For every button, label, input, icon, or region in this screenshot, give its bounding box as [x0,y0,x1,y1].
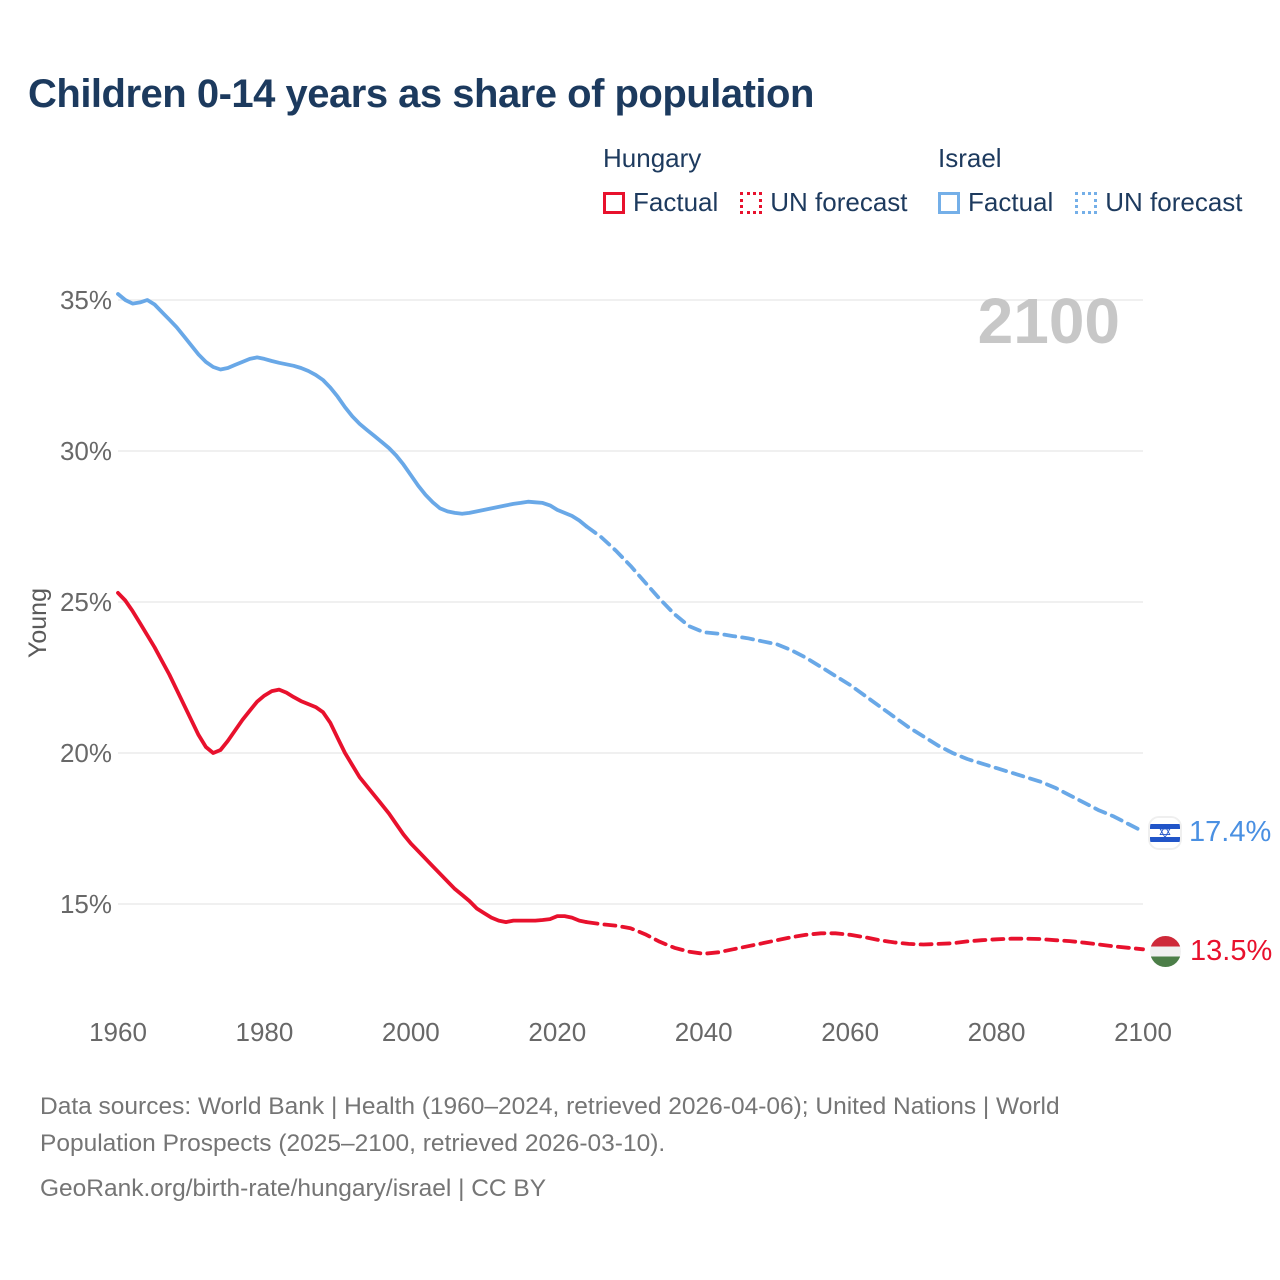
footer: Data sources: World Bank | Health (1960–… [40,1088,1140,1215]
israel-forecast-swatch-icon [1075,191,1098,214]
y-tick-label: 20% [60,738,112,768]
israel-flag-icon: ✡ [1150,817,1180,848]
x-tick-label: 2040 [675,1017,733,1047]
watermark-year: 2100 [978,285,1120,357]
hungary-factual-swatch-icon [603,191,625,214]
attribution-link[interactable]: GeoRank.org/birth-rate/hungary/israel | … [40,1175,547,1202]
x-tick-label: 2000 [382,1017,440,1047]
legend-item-label: UN forecast [770,187,908,217]
data-sources-text: Data sources: World Bank | Health (1960–… [40,1093,1060,1157]
legend-item-israel-forecast[interactable]: UN forecast [1075,187,1243,218]
legend-country-label-hungary: Hungary [603,143,702,173]
series-hungary-factual [116,591,589,924]
israel-end-value: 17.4% [1189,816,1272,848]
y-tick-label: 30% [60,436,112,466]
hungary-end-label: 13.5% [1150,935,1272,968]
legend-item-label: UN forecast [1105,187,1243,217]
legend-item-hungary-factual[interactable]: Factual [603,187,718,218]
israel-factual-swatch-icon [938,191,960,214]
legend-country-label-israel: Israel [938,143,1002,173]
y-tick-label: 35% [60,285,112,315]
x-tick-label: 2020 [528,1017,586,1047]
series-israel-factual [116,292,589,529]
x-tick-label: 1980 [236,1017,294,1047]
hungary-forecast-swatch-icon [740,191,763,214]
y-tick-label: 15% [60,889,112,919]
page-title: Children 0-14 years as share of populati… [28,72,814,116]
star-of-david-icon: ✡ [1157,823,1173,842]
x-tick-label: 2080 [968,1017,1026,1047]
x-tick-label: 1960 [89,1017,147,1047]
legend-group-hungary: Hungary Factual UN forecast [603,143,908,218]
series-hungary-un-forecast [584,920,1145,956]
legend-item-label: Factual [633,187,719,217]
y-tick-label: 25% [60,587,112,617]
x-tick-label: 2060 [821,1017,879,1047]
y-axis-title: Young [24,588,52,658]
israel-end-label: ✡ 17.4% [1150,816,1271,849]
hungary-flag-icon [1150,936,1181,967]
legend-item-hungary-forecast[interactable]: UN forecast [740,187,908,218]
legend-group-israel: Israel Factual UN forecast [938,143,1243,218]
series-israel-un-forecast [584,524,1145,834]
legend-item-label: Factual [968,187,1054,217]
x-tick-label: 2100 [1114,1017,1172,1047]
hungary-end-value: 13.5% [1190,935,1273,967]
legend-item-israel-factual[interactable]: Factual [938,187,1053,218]
